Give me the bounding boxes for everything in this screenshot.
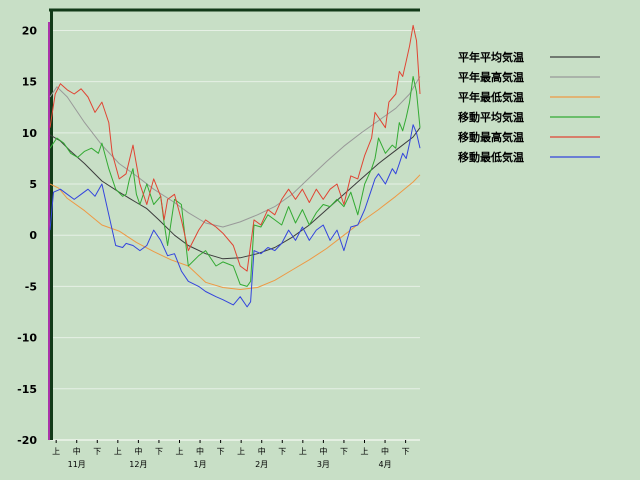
series-line-0 xyxy=(49,127,421,260)
month-label-2: 1月 xyxy=(194,460,207,469)
legend-label-5: 移動最低気温 xyxy=(458,150,524,164)
ytick-label-7: -15 xyxy=(17,383,37,396)
month-label-1: 12月 xyxy=(129,460,147,469)
xtick-label-3: 上 xyxy=(114,447,122,456)
xtick-label-11: 下 xyxy=(278,447,286,456)
ytick-label-2: 10 xyxy=(22,127,38,140)
xtick-label-9: 上 xyxy=(237,447,245,456)
ytick-label-4: 0 xyxy=(29,229,37,242)
ytick-label-0: 20 xyxy=(22,24,38,37)
legend-label-4: 移動最高気温 xyxy=(458,130,524,144)
xtick-label-7: 中 xyxy=(196,446,204,456)
xtick-label-14: 下 xyxy=(340,447,348,456)
legend-label-1: 平年最高気温 xyxy=(458,70,524,84)
ytick-label-5: -5 xyxy=(25,280,37,293)
series-line-4 xyxy=(49,24,421,272)
xtick-label-6: 上 xyxy=(176,447,184,456)
month-label-4: 3月 xyxy=(317,460,330,469)
ytick-label-6: -10 xyxy=(17,332,37,345)
ytick-label-8: -20 xyxy=(17,434,37,447)
month-label-0: 11月 xyxy=(68,460,86,469)
ytick-label-3: 5 xyxy=(29,178,37,191)
legend-label-3: 移動平均気温 xyxy=(458,110,524,124)
xtick-label-16: 中 xyxy=(381,446,389,456)
xtick-label-2: 下 xyxy=(93,447,101,456)
legend-label-2: 平年最低気温 xyxy=(458,90,524,104)
xtick-label-5: 下 xyxy=(155,447,163,456)
month-label-5: 4月 xyxy=(379,460,392,469)
xtick-label-15: 上 xyxy=(361,447,369,456)
series-line-5 xyxy=(49,124,421,308)
xtick-label-13: 中 xyxy=(319,446,327,456)
series-line-1 xyxy=(49,76,421,228)
xtick-label-1: 中 xyxy=(73,446,81,456)
xtick-label-8: 下 xyxy=(217,447,225,456)
xtick-label-10: 中 xyxy=(258,446,266,456)
series-line-2 xyxy=(49,174,421,290)
xtick-label-0: 上 xyxy=(52,447,60,456)
series-line-3 xyxy=(49,76,421,287)
xtick-label-4: 中 xyxy=(134,446,142,456)
xtick-label-12: 上 xyxy=(299,447,307,456)
month-label-3: 2月 xyxy=(255,460,268,469)
xtick-label-17: 下 xyxy=(402,447,410,456)
ytick-label-1: 15 xyxy=(22,76,37,89)
legend-label-0: 平年平均気温 xyxy=(458,50,524,64)
